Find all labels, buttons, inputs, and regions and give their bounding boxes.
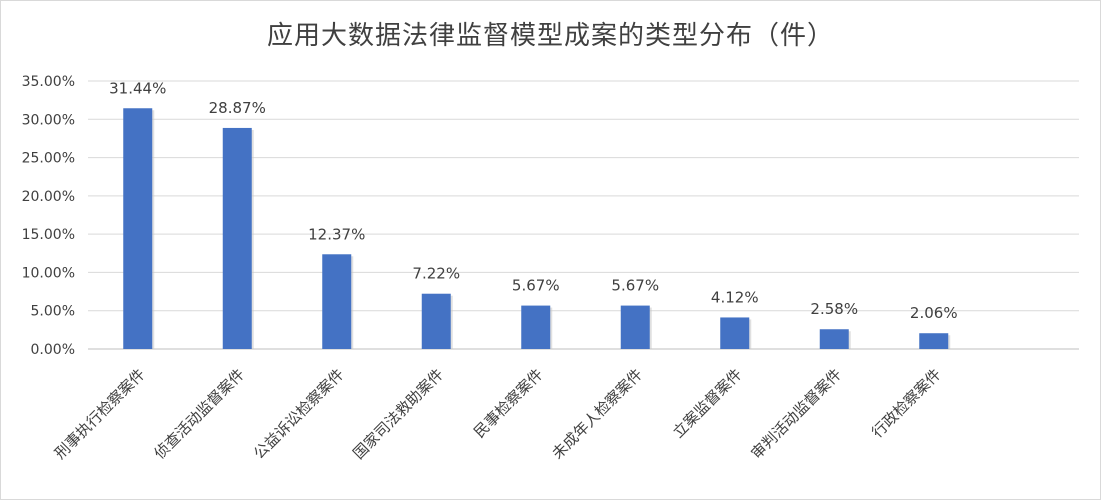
y-tick-label: 10.00% — [22, 265, 75, 281]
y-tick-label: 0.00% — [31, 342, 75, 358]
bar — [819, 329, 849, 349]
category-label: 国家司法救助案件 — [349, 365, 447, 463]
category-label: 未成年人检察案件 — [548, 365, 646, 463]
data-label: 12.37% — [308, 225, 365, 243]
category-label: 立案监督案件 — [669, 365, 745, 441]
bar — [222, 127, 252, 349]
y-tick-label: 35.00% — [22, 74, 75, 90]
bar — [421, 293, 451, 349]
data-label: 31.44% — [109, 79, 166, 97]
y-tick-label: 30.00% — [22, 112, 75, 128]
data-label: 5.67% — [611, 277, 659, 295]
category-label: 民事检察案件 — [470, 365, 546, 441]
y-axis-ticks: 0.00% 5.00% 10.00% 15.00% 20.00% 25.00% 30.00%… — [22, 74, 75, 358]
bar — [521, 305, 551, 349]
y-tick-label: 25.00% — [22, 151, 75, 167]
bars — [123, 108, 951, 349]
data-label: 7.22% — [412, 265, 460, 283]
category-labels: 刑事执行检察案件 侦查活动监督案件 公益诉讼检察案件 国家司法救助案件 民事检察案件 未成… — [51, 365, 945, 463]
category-label: 侦查活动监督案件 — [150, 365, 248, 463]
category-label: 刑事执行检察案件 — [51, 365, 149, 463]
bar — [919, 333, 949, 349]
data-label: 28.87% — [209, 99, 266, 117]
data-label: 2.58% — [810, 300, 858, 318]
y-tick-label: 5.00% — [31, 304, 75, 320]
category-label: 行政检察案件 — [868, 365, 944, 441]
bar — [322, 254, 352, 349]
category-label: 审判活动监督案件 — [747, 365, 845, 463]
data-label: 2.06% — [910, 304, 958, 322]
data-label: 5.67% — [512, 277, 560, 295]
y-tick-label: 20.00% — [22, 189, 75, 205]
bar — [720, 317, 750, 349]
data-labels: 31.44% 28.87% 12.37% 7.22% 5.67% 5.67% 4.12% 2.… — [109, 79, 957, 322]
chart-title: 应用大数据法律监督模型成案的类型分布（件） — [266, 21, 834, 51]
y-tick-label: 15.00% — [22, 227, 75, 243]
data-label: 4.12% — [711, 288, 759, 306]
category-label: 公益诉讼检察案件 — [250, 365, 348, 463]
bar — [123, 108, 153, 349]
bar — [620, 305, 650, 349]
